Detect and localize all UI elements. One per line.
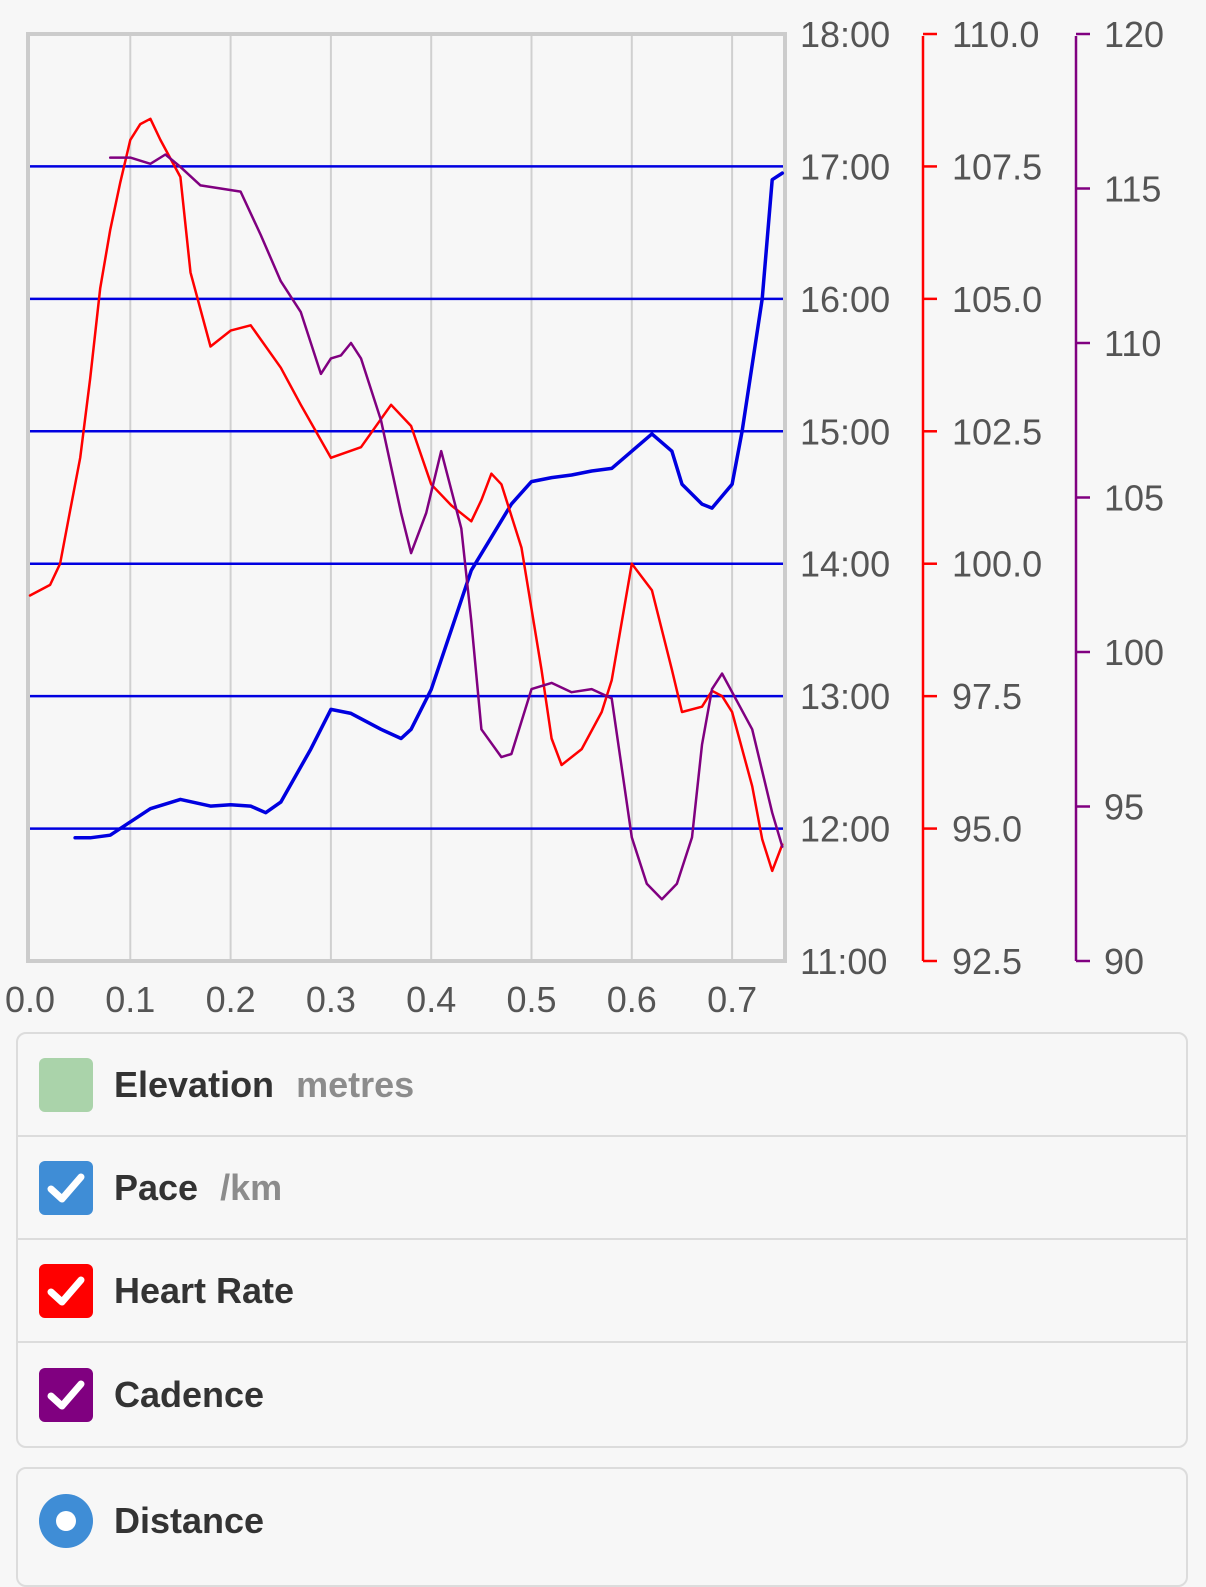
pace-unit: /km [220,1166,283,1208]
legend-item-cadence[interactable]: Cadence [18,1343,1186,1446]
heart-rate-tick-label: 102.5 [952,411,1042,452]
pace-tick-label: 11:00 [800,941,887,982]
chart: 0.0 0.1 0.2 0.3 0.4 0.5 0.6 0.7 18:00 17:00 16:00… [5,14,1164,1020]
elevation-checkbox[interactable] [39,1057,93,1112]
pace-axis-ticks: 18:00 17:00 16:00 15:00 14:00 13:00 12:00 11:00 [800,14,890,982]
radio-dot-icon [56,1510,76,1531]
checkmark-icon [47,1380,85,1409]
distance-radio[interactable] [39,1493,93,1548]
cadence-tick-label: 100 [1104,632,1164,673]
pace-series-line [73,171,785,840]
x-tick-label: 0.6 [607,979,657,1020]
heart-rate-tick-label: 105.0 [952,279,1042,320]
pace-tick-label: 17:00 [800,146,890,187]
legend-item-elevation[interactable]: Elevation metres [18,1034,1186,1137]
heart-rate-axis: 110.0 107.5 105.0 102.5 100.0 97.5 95.0 92.5 [921,14,1042,982]
pace-tick-label: 18:00 [800,14,890,55]
pace-checkbox[interactable] [39,1160,93,1215]
heart-rate-series-line [28,117,784,873]
checkmark-icon [47,1276,85,1305]
x-tick-label: 0.3 [306,979,356,1020]
checkmark-icon [47,1173,85,1202]
cadence-tick-label: 110 [1104,323,1161,364]
series-layer [28,117,785,901]
pace-label: Pace [114,1166,199,1208]
pace-tick-label: 16:00 [800,279,890,320]
x-tick-label: 0.2 [206,979,256,1020]
pace-tick-label: 14:00 [800,544,890,585]
x-axis-ticks: 0.0 0.1 0.2 0.3 0.4 0.5 0.6 0.7 [5,979,757,1020]
pace-tick-label: 13:00 [800,676,890,717]
cadence-tick-label: 115 [1104,169,1161,210]
x-axis-option-distance[interactable]: Distance [18,1469,1186,1572]
series-legend: Elevation metres Pace /km Heart Rate Cad… [16,1032,1188,1448]
cadence-tick-label: 105 [1104,478,1164,519]
cadence-tick-label: 90 [1104,941,1144,982]
cadence-series-line [108,153,784,901]
heart-rate-tick-label: 107.5 [952,146,1042,187]
heart-rate-checkbox[interactable] [39,1263,93,1318]
cadence-axis: 120 115 110 105 100 95 90 [1074,14,1164,982]
x-tick-label: 0.4 [406,979,456,1020]
elevation-unit: metres [296,1063,415,1105]
cadence-tick-label: 120 [1104,14,1164,55]
legend-item-pace[interactable]: Pace /km [18,1137,1186,1240]
legend-item-heart-rate[interactable]: Heart Rate [18,1240,1186,1343]
heart-rate-tick-label: 100.0 [952,544,1042,585]
cadence-checkbox[interactable] [39,1367,93,1422]
cadence-label: Cadence [114,1373,265,1415]
heart-rate-label: Heart Rate [114,1269,295,1311]
vertical-gridlines [129,34,734,961]
x-axis-selector: Distance [16,1467,1188,1587]
pace-tick-label: 12:00 [800,809,890,850]
x-tick-label: 0.0 [5,979,55,1020]
horizontal-gridlines [28,165,785,830]
elevation-label: Elevation [114,1063,275,1105]
plot-frame [26,32,787,963]
heart-rate-tick-label: 110.0 [952,14,1039,55]
heart-rate-tick-label: 97.5 [952,676,1022,717]
x-tick-label: 0.1 [105,979,155,1020]
cadence-tick-label: 95 [1104,787,1144,828]
distance-label: Distance [114,1499,265,1541]
pace-tick-label: 15:00 [800,411,890,452]
heart-rate-tick-label: 95.0 [952,809,1022,850]
x-tick-label: 0.7 [707,979,757,1020]
heart-rate-tick-label: 92.5 [952,941,1022,982]
x-tick-label: 0.5 [506,979,556,1020]
